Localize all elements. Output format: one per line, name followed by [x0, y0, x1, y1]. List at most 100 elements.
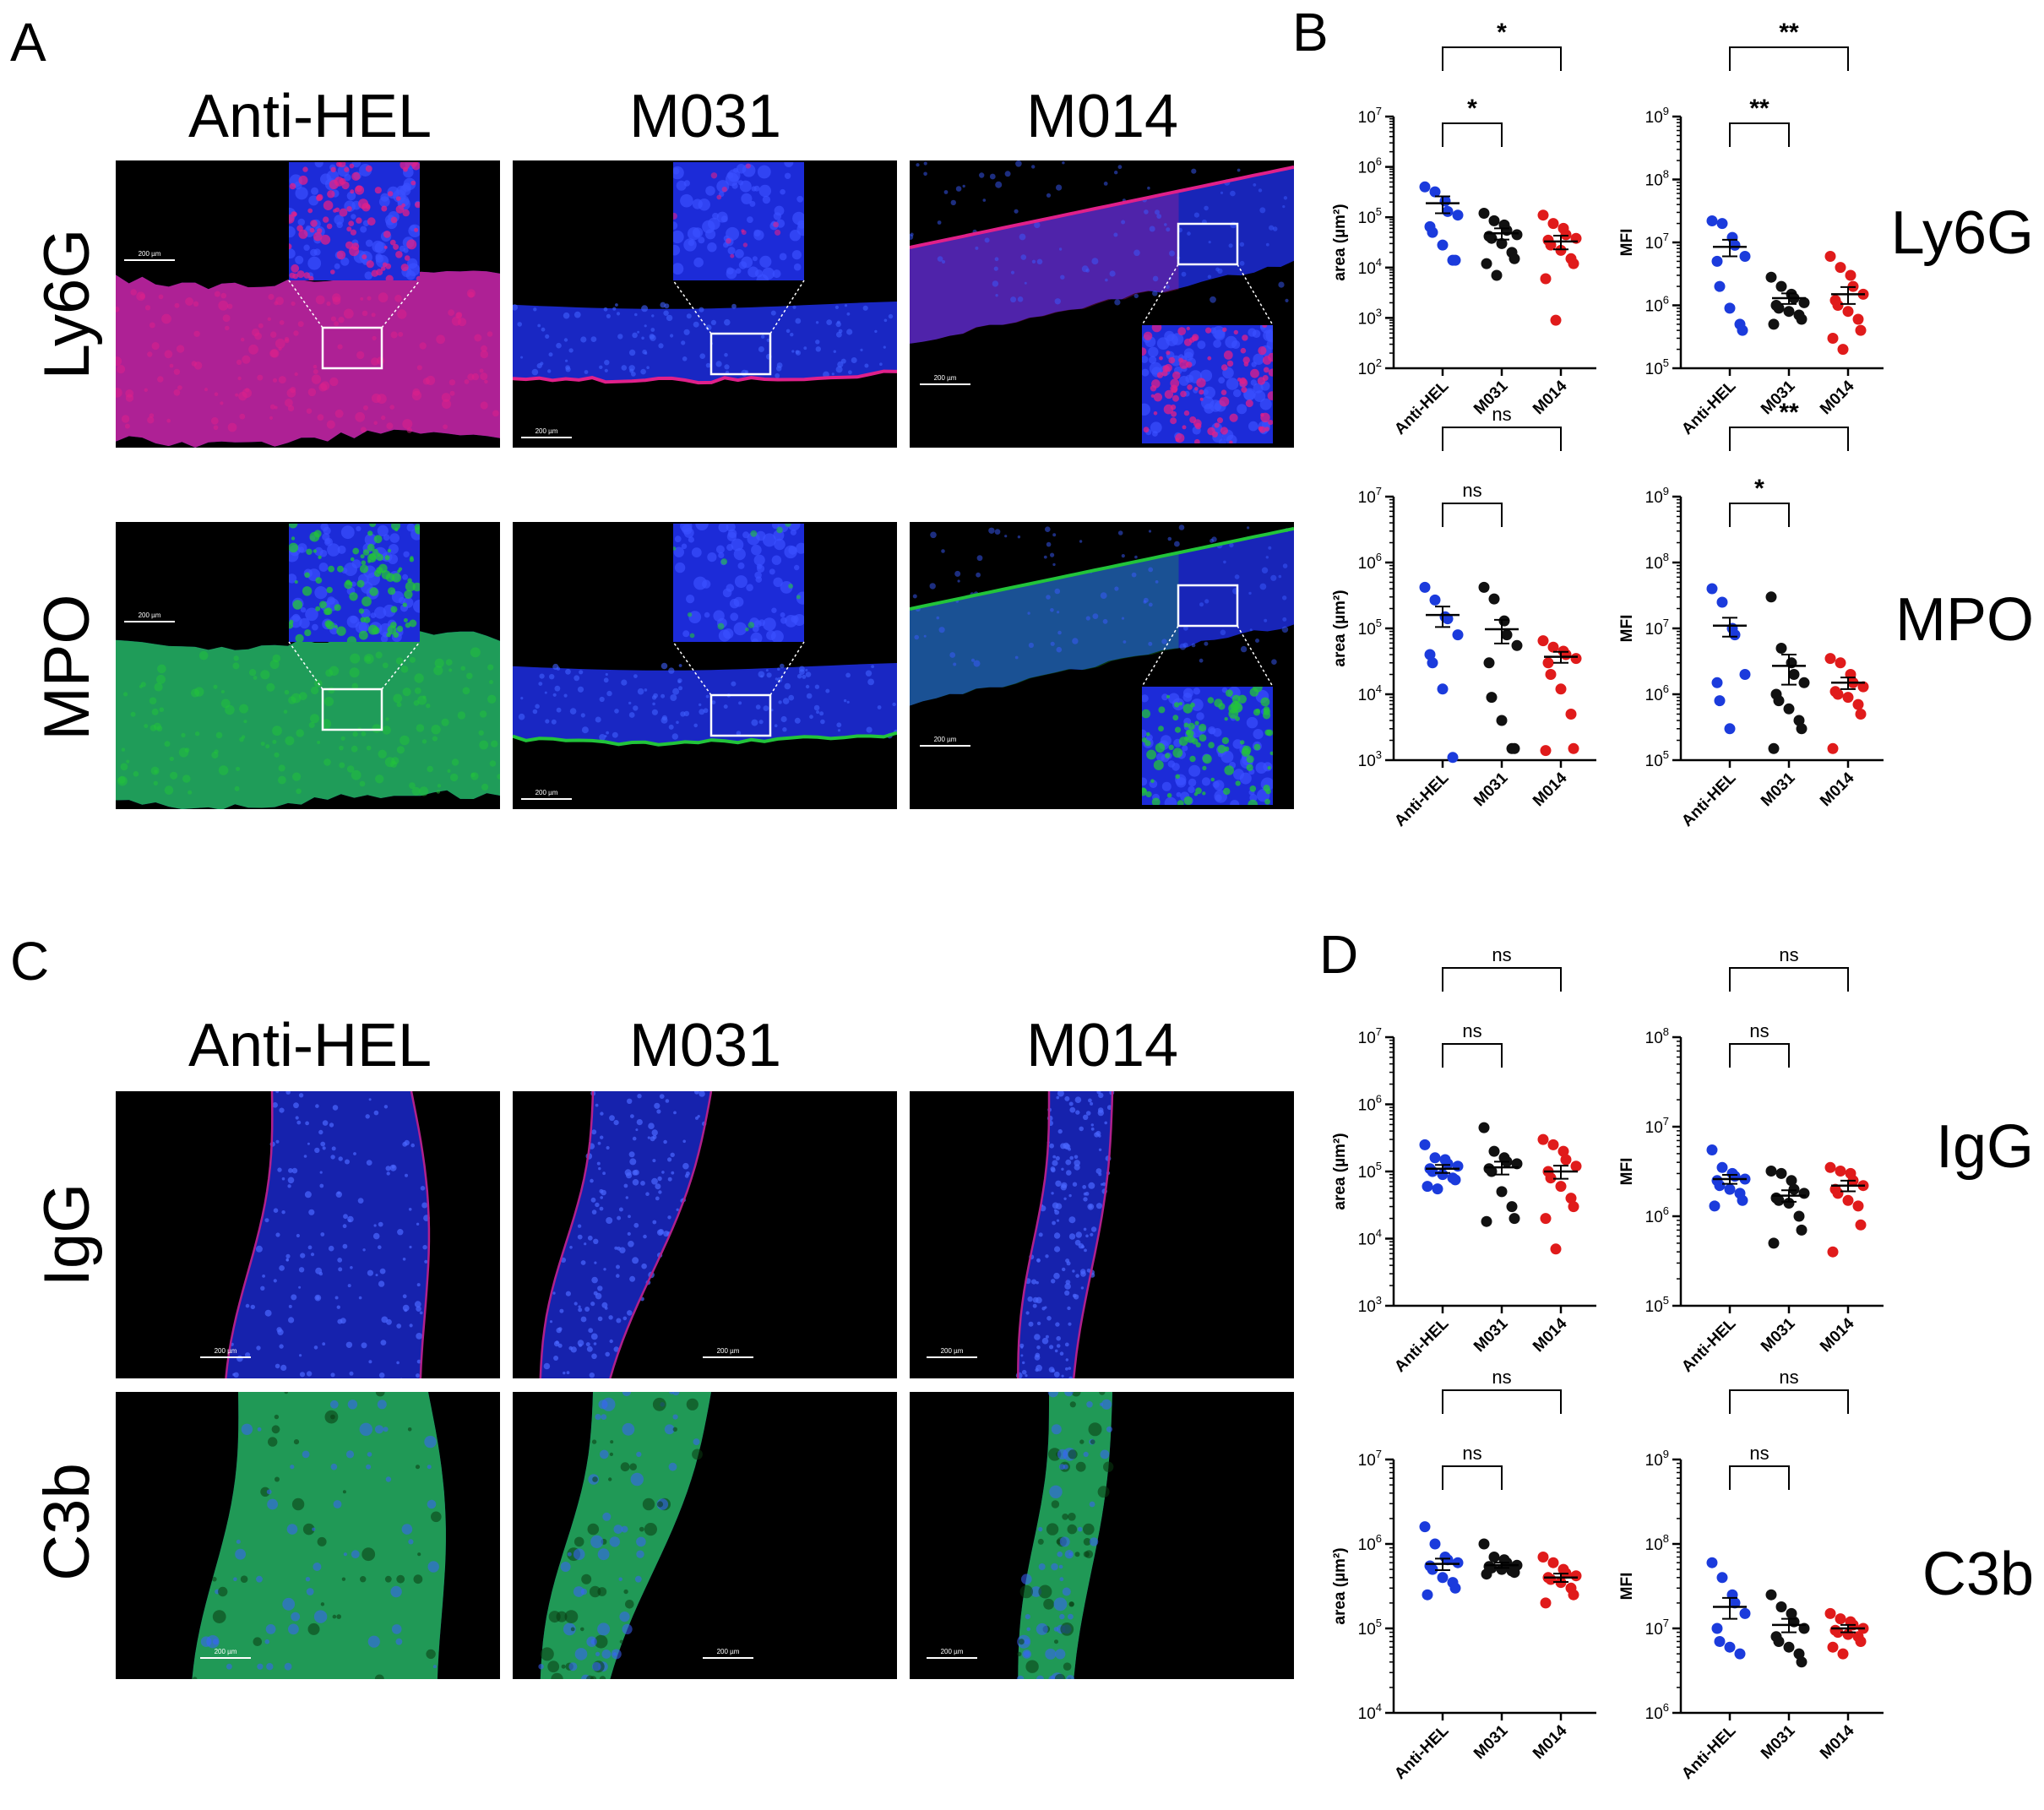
chart-row-label-ly6g: Ly6G — [1891, 199, 2034, 267]
data-point — [1570, 1570, 1582, 1582]
data-point — [1711, 255, 1723, 267]
data-point — [1716, 596, 1728, 608]
data-point — [1547, 218, 1559, 230]
x-tick-label: Anti-HEL — [1391, 769, 1453, 830]
data-point — [1739, 1607, 1751, 1619]
significance-label: ** — [1749, 95, 1769, 122]
data-point — [1452, 1160, 1464, 1172]
data-point — [1835, 1166, 1846, 1177]
data-point — [1729, 239, 1741, 251]
col-header-m031-a: M031 — [629, 83, 781, 150]
y-axis-label: MFI — [1618, 229, 1636, 257]
data-point — [1429, 186, 1441, 198]
scale-bar-label: 200 µm — [215, 1648, 237, 1655]
data-point — [1542, 657, 1554, 669]
y-tick-label: 105 — [1358, 1617, 1382, 1639]
data-point — [1537, 635, 1549, 647]
data-point — [1545, 1574, 1557, 1585]
data-point — [1832, 1188, 1844, 1199]
data-point — [1419, 1521, 1431, 1533]
data-point — [1783, 703, 1795, 715]
data-point — [1842, 306, 1854, 318]
data-point — [1714, 280, 1726, 292]
zoom-region-box — [709, 693, 772, 737]
y-tick-label: 102 — [1358, 356, 1382, 378]
y-tick-label: 109 — [1645, 485, 1669, 507]
data-point — [1827, 742, 1839, 754]
y-tick-label: 105 — [1645, 1294, 1669, 1316]
zoom-connector — [769, 641, 805, 696]
data-point — [1832, 688, 1844, 700]
data-point — [1568, 258, 1579, 269]
x-tick-label: Anti-HEL — [1678, 1721, 1740, 1783]
data-point — [1501, 629, 1513, 641]
y-tick-label: 106 — [1358, 551, 1382, 573]
data-point — [1768, 742, 1780, 754]
x-tick-label: M014 — [1530, 769, 1571, 810]
data-point — [1555, 244, 1567, 256]
row-label-ly6g: Ly6G — [31, 229, 103, 380]
data-point — [1483, 657, 1495, 669]
data-point — [1560, 1154, 1572, 1166]
scale-bar-label: 200 µm — [139, 250, 161, 258]
data-point — [1537, 1552, 1549, 1563]
x-tick-label: M014 — [1530, 1314, 1571, 1356]
significance-bracket — [1729, 122, 1790, 147]
micrograph-ly6g-m031: 200 µm — [513, 160, 897, 448]
data-point — [1437, 683, 1449, 695]
data-point — [1739, 251, 1751, 262]
scale-bar-label: 200 µm — [941, 1347, 964, 1355]
x-tick-label: M014 — [1817, 769, 1858, 810]
data-point — [1478, 1122, 1490, 1133]
data-point — [1773, 695, 1785, 707]
data-point — [1852, 313, 1864, 325]
chart-grid: 102 103 104 105 106 107 area (µm²) Anti-HEL M031… — [1331, 19, 1884, 1783]
data-point — [1509, 1567, 1520, 1579]
data-point — [1447, 752, 1459, 764]
data-point — [1557, 1145, 1569, 1157]
significance-bracket — [1442, 503, 1503, 527]
data-point — [1855, 1219, 1867, 1231]
data-point — [1496, 1563, 1508, 1575]
micrograph-c3b-m014: 200 µm — [910, 1392, 1294, 1679]
y-tick-label: 109 — [1645, 105, 1669, 127]
y-tick-label: 103 — [1358, 306, 1382, 328]
micrograph-grid: 200 µm 200 µm 200 µm 200 µm 200 µm 200 µm 200 … — [116, 160, 1294, 1679]
data-point — [1737, 324, 1748, 336]
scale-bar-label: 200 µm — [535, 789, 558, 796]
data-point — [1570, 653, 1582, 665]
data-point — [1442, 205, 1454, 217]
data-point — [1768, 318, 1780, 330]
data-point — [1422, 1589, 1433, 1601]
data-point — [1478, 1538, 1490, 1550]
zoom-region-box — [1177, 584, 1239, 628]
x-tick-label: Anti-HEL — [1391, 1721, 1453, 1783]
data-point — [1545, 669, 1557, 680]
significance-label: ns — [1462, 1020, 1481, 1041]
x-tick-label: M031 — [1470, 1314, 1512, 1356]
significance-label: ns — [1492, 944, 1511, 965]
data-point — [1496, 237, 1508, 249]
data-point — [1796, 723, 1808, 735]
data-point — [1857, 681, 1869, 693]
data-point — [1798, 677, 1810, 688]
data-point — [1768, 1237, 1780, 1249]
col-header-anti-hel-c: Anti-HEL — [188, 1012, 432, 1079]
data-point — [1560, 229, 1572, 241]
data-point — [1773, 1194, 1785, 1206]
data-point — [1452, 209, 1464, 221]
data-point — [1419, 581, 1431, 593]
data-point — [1852, 1200, 1864, 1212]
y-tick-label: 104 — [1358, 256, 1382, 278]
y-tick-label: 106 — [1645, 1204, 1669, 1226]
data-point — [1706, 215, 1718, 226]
micrograph-igg-anti-hel: 200 µm — [116, 1091, 500, 1378]
zoom-connector — [1237, 264, 1274, 326]
data-point — [1798, 296, 1810, 308]
data-point — [1449, 254, 1461, 266]
data-point — [1547, 1139, 1559, 1150]
data-point — [1537, 209, 1549, 221]
y-tick-label: 105 — [1358, 205, 1382, 227]
